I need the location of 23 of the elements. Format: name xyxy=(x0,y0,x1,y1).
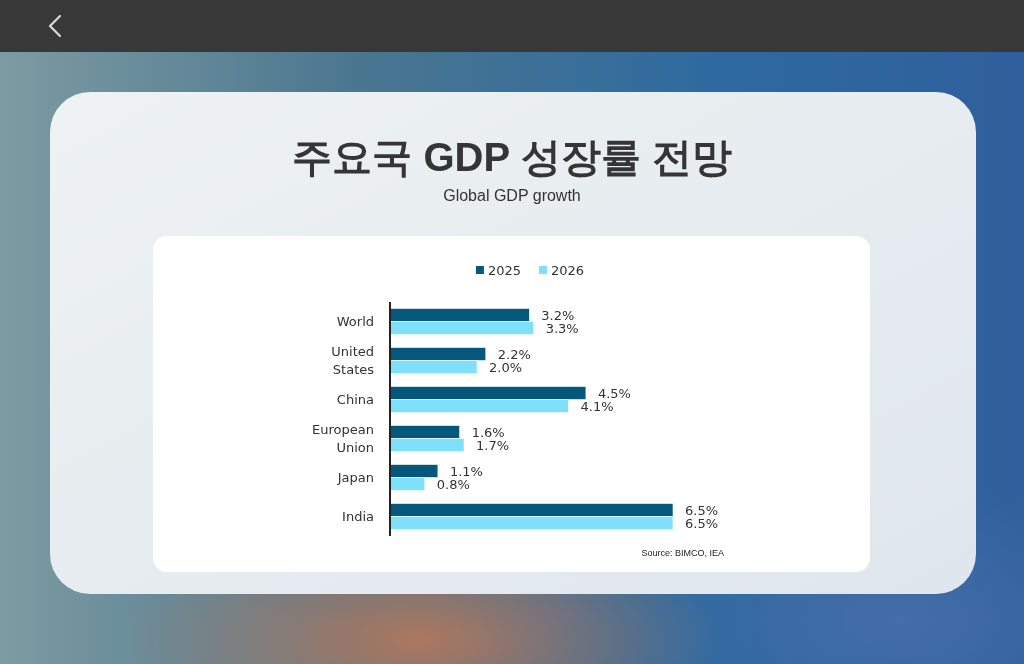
data-label: 2.2% xyxy=(497,346,531,362)
y-tick-label: India xyxy=(342,509,374,524)
data-label: 1.7% xyxy=(476,437,510,453)
data-label: 1.1% xyxy=(449,463,483,479)
y-tick-label: China xyxy=(336,392,374,407)
data-label: 4.5% xyxy=(597,385,631,401)
data-label: 4.1% xyxy=(580,398,614,414)
data-label: 3.2% xyxy=(541,307,575,323)
y-tick-label: United States xyxy=(331,344,375,377)
legend-label: 2026 xyxy=(551,262,585,278)
chart-subtitle: Global GDP growth xyxy=(443,187,581,204)
y-tick-label: World xyxy=(336,314,374,329)
y-tick-label: European Union xyxy=(312,422,374,455)
data-label: 6.5% xyxy=(685,515,719,531)
data-label: 0.8% xyxy=(436,476,470,492)
data-label: 6.5% xyxy=(685,502,719,518)
data-label: 2.0% xyxy=(489,359,523,375)
source-note: Source: BIMCO, IEA xyxy=(641,548,724,558)
data-label: 3.3% xyxy=(545,320,579,336)
y-tick-label: Japan xyxy=(336,470,374,485)
chart-title: 주요국 GDP 성장률 전망 xyxy=(292,135,732,179)
legend-label: 2025 xyxy=(487,262,522,278)
data-label: 1.6% xyxy=(471,424,505,440)
